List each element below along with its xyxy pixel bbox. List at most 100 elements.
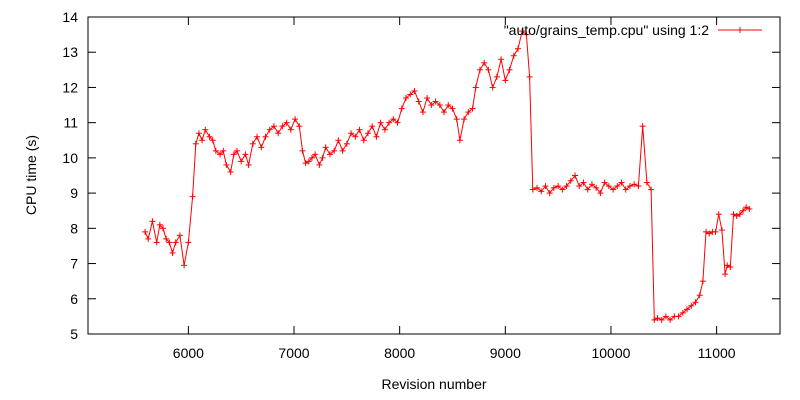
data-point: [428, 102, 435, 109]
data-point: [419, 109, 426, 116]
data-point: [319, 154, 326, 161]
data-point: [308, 154, 315, 161]
data-point: [212, 147, 219, 154]
x-axis-ticks: 6000 7000 8000 9000 10000 11000: [173, 17, 736, 361]
data-point: [369, 123, 376, 130]
data-point: [377, 119, 384, 126]
data-point: [453, 116, 460, 123]
data-point: [639, 123, 646, 130]
data-point: [411, 87, 418, 94]
data-point: [176, 232, 183, 239]
data-point: [217, 151, 224, 158]
data-point: [746, 205, 753, 212]
data-point: [555, 183, 562, 190]
data-point: [432, 98, 439, 105]
data-point: [481, 59, 488, 66]
data-point: [145, 235, 152, 242]
data-point: [684, 306, 691, 313]
data-point: [654, 315, 661, 322]
data-point: [529, 186, 536, 193]
y-tick-label: 10: [62, 150, 78, 166]
y-tick-label: 8: [70, 220, 78, 236]
data-point: [489, 84, 496, 91]
data-point: [605, 183, 612, 190]
data-point: [373, 133, 380, 140]
data-point: [469, 105, 476, 112]
data-point: [262, 133, 269, 140]
data-point: [465, 109, 472, 116]
data-point: [699, 278, 706, 285]
data-point: [335, 137, 342, 144]
data-point: [449, 105, 456, 112]
data-point: [584, 186, 591, 193]
data-point: [390, 116, 397, 123]
data-point: [360, 137, 367, 144]
data-point: [415, 98, 422, 105]
data-point: [563, 183, 570, 190]
data-point: [538, 188, 545, 195]
x-tick-label: 7000: [278, 345, 309, 361]
data-point: [296, 123, 303, 130]
data-point: [456, 137, 463, 144]
x-tick-label: 9000: [490, 345, 521, 361]
y-tick-label: 6: [70, 291, 78, 307]
data-point: [339, 147, 346, 154]
x-tick-label: 10000: [591, 345, 630, 361]
data-point: [550, 184, 557, 191]
data-point: [715, 211, 722, 218]
data-point: [727, 264, 734, 271]
data-point: [692, 299, 699, 306]
data-point: [593, 184, 600, 191]
data-point: [506, 66, 513, 73]
data-point: [149, 218, 156, 225]
data-point: [153, 239, 160, 246]
data-point: [476, 66, 483, 73]
data-point: [275, 130, 282, 137]
y-axis-ticks: 5 6 7 8 9 10 11 12 13 14: [62, 9, 780, 342]
series-line: [144, 30, 750, 321]
data-point: [626, 183, 633, 190]
data-point: [424, 95, 431, 102]
data-point: [703, 228, 710, 235]
data-point: [233, 147, 240, 154]
data-point: [326, 151, 333, 158]
data-point: [688, 302, 695, 309]
data-point: [733, 213, 740, 220]
data-point: [223, 161, 230, 168]
data-point: [312, 151, 319, 158]
data-point: [258, 144, 265, 151]
data-point: [510, 52, 517, 59]
data-point: [172, 239, 179, 246]
data-point: [364, 130, 371, 137]
data-point: [283, 119, 290, 126]
y-tick-label: 7: [70, 256, 78, 272]
data-point: [724, 262, 731, 269]
y-tick-label: 9: [70, 185, 78, 201]
data-point: [245, 161, 252, 168]
data-point: [192, 140, 199, 147]
data-point: [403, 95, 410, 102]
y-tick-label: 5: [70, 326, 78, 342]
data-point: [394, 119, 401, 126]
y-tick-label: 12: [62, 79, 78, 95]
data-point: [441, 109, 448, 116]
data-point: [648, 186, 655, 193]
data-point: [305, 158, 312, 165]
data-point: [299, 147, 306, 154]
data-point: [722, 271, 729, 278]
data-point: [588, 181, 595, 188]
data-point: [523, 31, 530, 38]
data-point: [696, 292, 703, 299]
data-point: [576, 183, 583, 190]
data-point: [386, 119, 393, 126]
data-point: [436, 102, 443, 109]
data-point: [185, 239, 192, 246]
data-point: [352, 133, 359, 140]
plot-frame: [87, 16, 781, 335]
data-point: [614, 183, 621, 190]
data-point: [348, 130, 355, 137]
data-point: [706, 230, 713, 237]
data-point: [675, 313, 682, 320]
data-point: [567, 177, 574, 184]
